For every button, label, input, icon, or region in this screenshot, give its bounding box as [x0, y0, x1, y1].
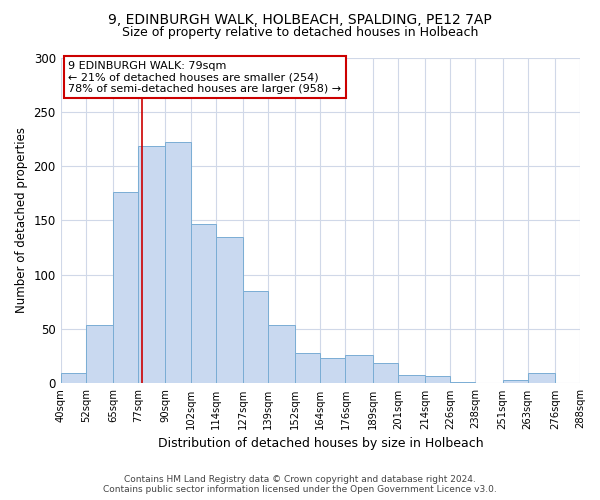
Bar [61, 372, 86, 384]
Bar [373, 363, 398, 384]
Text: Contains HM Land Registry data © Crown copyright and database right 2024.
Contai: Contains HM Land Registry data © Crown c… [103, 474, 497, 494]
Bar [268, 325, 295, 384]
Bar [166, 142, 191, 384]
Bar [138, 146, 166, 384]
Bar [503, 380, 527, 384]
Text: Size of property relative to detached houses in Holbeach: Size of property relative to detached ho… [122, 26, 478, 39]
Bar [527, 372, 555, 384]
Bar [450, 382, 475, 384]
Text: 9 EDINBURGH WALK: 79sqm
← 21% of detached houses are smaller (254)
78% of semi-d: 9 EDINBURGH WALK: 79sqm ← 21% of detache… [68, 61, 341, 94]
Bar [346, 355, 373, 384]
Bar [191, 224, 215, 384]
Bar [243, 291, 268, 384]
Bar [398, 374, 425, 384]
Text: 9, EDINBURGH WALK, HOLBEACH, SPALDING, PE12 7AP: 9, EDINBURGH WALK, HOLBEACH, SPALDING, P… [108, 12, 492, 26]
Bar [86, 325, 113, 384]
X-axis label: Distribution of detached houses by size in Holbeach: Distribution of detached houses by size … [158, 437, 483, 450]
Bar [295, 353, 320, 384]
Bar [215, 237, 243, 384]
Y-axis label: Number of detached properties: Number of detached properties [15, 128, 28, 314]
Bar [113, 192, 138, 384]
Bar [425, 376, 450, 384]
Bar [320, 358, 346, 384]
